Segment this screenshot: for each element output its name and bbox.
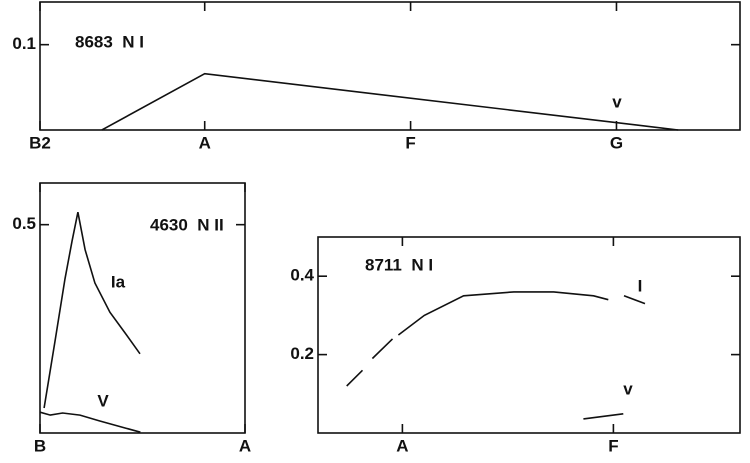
panel: 4630 N II 0.5 B A Ia V <box>12 182 251 455</box>
panel: 8711 N I 0.2 0.4 A F Iv <box>290 236 741 455</box>
plot-frame <box>317 236 741 434</box>
y-tick-label: 0.1 <box>12 34 36 53</box>
curve <box>43 212 141 409</box>
curve <box>39 411 141 433</box>
x-tick-label: G <box>610 133 623 152</box>
x-tick-label: B <box>34 436 46 455</box>
x-tick-label: F <box>405 133 415 152</box>
panel-title: 8711 N I <box>365 255 433 274</box>
x-tick-label: F <box>608 436 618 455</box>
curve <box>346 291 646 387</box>
panel-title: 4630 N II <box>150 215 224 234</box>
y-tick-label: 0.5 <box>12 214 36 233</box>
panel-title: 8683 N I <box>75 32 144 51</box>
curve-label: V <box>97 391 109 410</box>
curve-label: Ia <box>111 272 126 291</box>
x-tick-label: A <box>239 436 251 455</box>
panel: 8683 N I 0.1 B2 A F Gv <box>12 1 741 152</box>
plot-frame <box>39 1 741 131</box>
plot-frame <box>39 182 246 434</box>
curve-label: I <box>638 276 643 295</box>
y-tick-label: 0.2 <box>290 344 314 363</box>
y-tick-label: 0.4 <box>290 266 314 285</box>
curve <box>583 413 624 420</box>
x-tick-label: A <box>396 436 408 455</box>
curve <box>101 72 679 131</box>
x-tick-label: A <box>199 133 211 152</box>
x-tick-label: B2 <box>29 133 51 152</box>
curve-label: v <box>612 92 622 111</box>
curve-label: v <box>623 379 633 398</box>
